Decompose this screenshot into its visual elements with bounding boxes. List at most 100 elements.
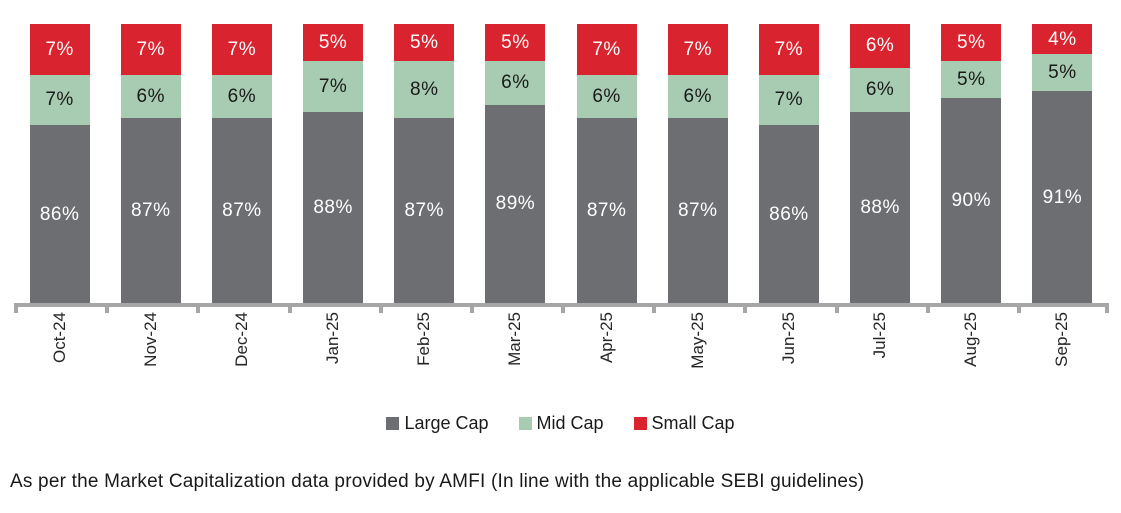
- segment-value-label: 87%: [586, 200, 627, 222]
- segment-value-label: 88%: [313, 196, 353, 218]
- axis-tick: [1105, 307, 1109, 313]
- footnote: As per the Market Capitalization data pr…: [10, 471, 865, 492]
- segment-value-label: 86%: [39, 203, 80, 225]
- segment-small-cap: 5%: [485, 24, 546, 61]
- segment-large-cap: 88%: [850, 111, 911, 303]
- x-axis-label: Jul-25: [870, 312, 890, 359]
- x-axis-label: Mar-25: [505, 312, 525, 366]
- axis-tick: [378, 307, 383, 313]
- legend-item-mid-cap: Mid Cap: [518, 413, 604, 434]
- x-axis-label: Jun-25: [778, 312, 798, 364]
- segment-value-label: 7%: [774, 89, 804, 111]
- x-axis-label: Feb-25: [414, 312, 434, 366]
- segment-value-label: 6%: [865, 35, 895, 57]
- segment-value-label: 6%: [227, 85, 257, 107]
- chart-legend: Large Cap Mid Cap Small Cap: [0, 413, 1121, 434]
- axis-tick: [14, 307, 18, 313]
- bar-apr-25: 7% 6% 87%: [576, 24, 637, 303]
- segment-mid-cap: 6%: [667, 74, 728, 119]
- segment-small-cap: 7%: [29, 24, 90, 75]
- segment-value-label: 89%: [495, 193, 536, 215]
- segment-value-label: 7%: [227, 38, 257, 60]
- legend-label: Mid Cap: [536, 413, 604, 433]
- segment-large-cap: 87%: [394, 118, 455, 303]
- segment-value-label: 5%: [318, 32, 348, 53]
- segment-value-label: 6%: [592, 85, 621, 107]
- segment-mid-cap: 6%: [211, 74, 272, 119]
- x-axis-label: Apr-25: [596, 312, 616, 364]
- segment-value-label: 5%: [501, 32, 530, 53]
- segment-value-label: 91%: [1042, 186, 1083, 208]
- x-axis-label: Nov-24: [140, 312, 160, 367]
- segment-large-cap: 91%: [1032, 91, 1093, 303]
- segment-small-cap: 7%: [576, 24, 637, 75]
- axis-tick: [925, 307, 930, 313]
- segment-value-label: 5%: [1048, 62, 1077, 84]
- segment-value-label: 90%: [951, 190, 992, 211]
- bar-feb-25: 5% 8% 87%: [394, 24, 455, 303]
- segment-large-cap: 87%: [120, 118, 181, 303]
- x-axis-label: May-25: [687, 312, 707, 369]
- legend-label: Large Cap: [404, 413, 489, 433]
- segment-mid-cap: 7%: [758, 74, 819, 126]
- segment-small-cap: 7%: [120, 24, 181, 75]
- segment-value-label: 88%: [860, 196, 900, 218]
- segment-value-label: 5%: [957, 69, 986, 90]
- segment-mid-cap: 5%: [941, 61, 1002, 98]
- segment-value-label: 7%: [592, 38, 621, 60]
- segment-value-label: 5%: [957, 32, 986, 53]
- bar-mar-25: 5% 6% 89%: [485, 24, 546, 303]
- x-axis-label: Dec-24: [231, 312, 251, 367]
- segment-small-cap: 5%: [394, 24, 455, 61]
- axis-tick: [287, 307, 292, 313]
- segment-value-label: 86%: [769, 203, 809, 225]
- legend-swatch-small-cap: [633, 417, 647, 430]
- bar-jul-25: 6% 6% 88%: [850, 24, 911, 303]
- segment-mid-cap: 5%: [1032, 54, 1093, 92]
- segment-large-cap: 90%: [941, 98, 1002, 303]
- segment-small-cap: 7%: [667, 24, 728, 75]
- axis-tick: [561, 307, 565, 313]
- legend-item-large-cap: Large Cap: [386, 413, 489, 434]
- bar-may-25: 7% 6% 87%: [667, 24, 728, 303]
- bar-oct-24: 7% 7% 86%: [29, 24, 90, 303]
- x-axis-line: [14, 303, 1109, 313]
- segment-value-label: 87%: [222, 200, 262, 222]
- axis-tick: [196, 307, 201, 313]
- segment-large-cap: 87%: [667, 118, 728, 303]
- segment-value-label: 4%: [1048, 28, 1077, 50]
- x-axis-label: Aug-25: [961, 312, 981, 367]
- legend-swatch-mid-cap: [518, 417, 532, 430]
- axis-tick: [652, 307, 657, 313]
- segment-small-cap: 7%: [758, 24, 819, 75]
- bar-jun-25: 7% 7% 86%: [758, 24, 819, 303]
- bar-jan-25: 5% 7% 88%: [303, 24, 364, 303]
- segment-mid-cap: 8%: [394, 61, 455, 119]
- segment-mid-cap: 6%: [576, 74, 637, 119]
- segment-value-label: 8%: [410, 79, 439, 101]
- axis-tick: [834, 307, 839, 313]
- segment-value-label: 87%: [677, 200, 718, 222]
- segment-mid-cap: 7%: [303, 61, 364, 112]
- segment-value-label: 7%: [683, 38, 712, 60]
- legend-swatch-large-cap: [386, 417, 400, 430]
- x-axis-label: Sep-25: [1052, 312, 1072, 367]
- segment-small-cap: 6%: [850, 24, 911, 68]
- segment-large-cap: 89%: [485, 104, 546, 303]
- axis-tick: [743, 307, 748, 313]
- segment-small-cap: 4%: [1032, 24, 1093, 55]
- segment-value-label: 6%: [136, 85, 165, 107]
- x-axis-label: Jan-25: [323, 312, 343, 364]
- x-axis-label: Oct-24: [49, 312, 69, 364]
- legend-item-small-cap: Small Cap: [633, 413, 735, 434]
- segment-mid-cap: 6%: [120, 74, 181, 119]
- segment-large-cap: 86%: [29, 125, 90, 303]
- segment-value-label: 7%: [774, 38, 804, 60]
- axis-tick: [469, 307, 474, 313]
- segment-mid-cap: 6%: [850, 67, 911, 112]
- segment-small-cap: 5%: [941, 24, 1002, 61]
- segment-large-cap: 87%: [211, 118, 272, 303]
- segment-small-cap: 5%: [303, 24, 364, 61]
- segment-value-label: 6%: [683, 85, 712, 107]
